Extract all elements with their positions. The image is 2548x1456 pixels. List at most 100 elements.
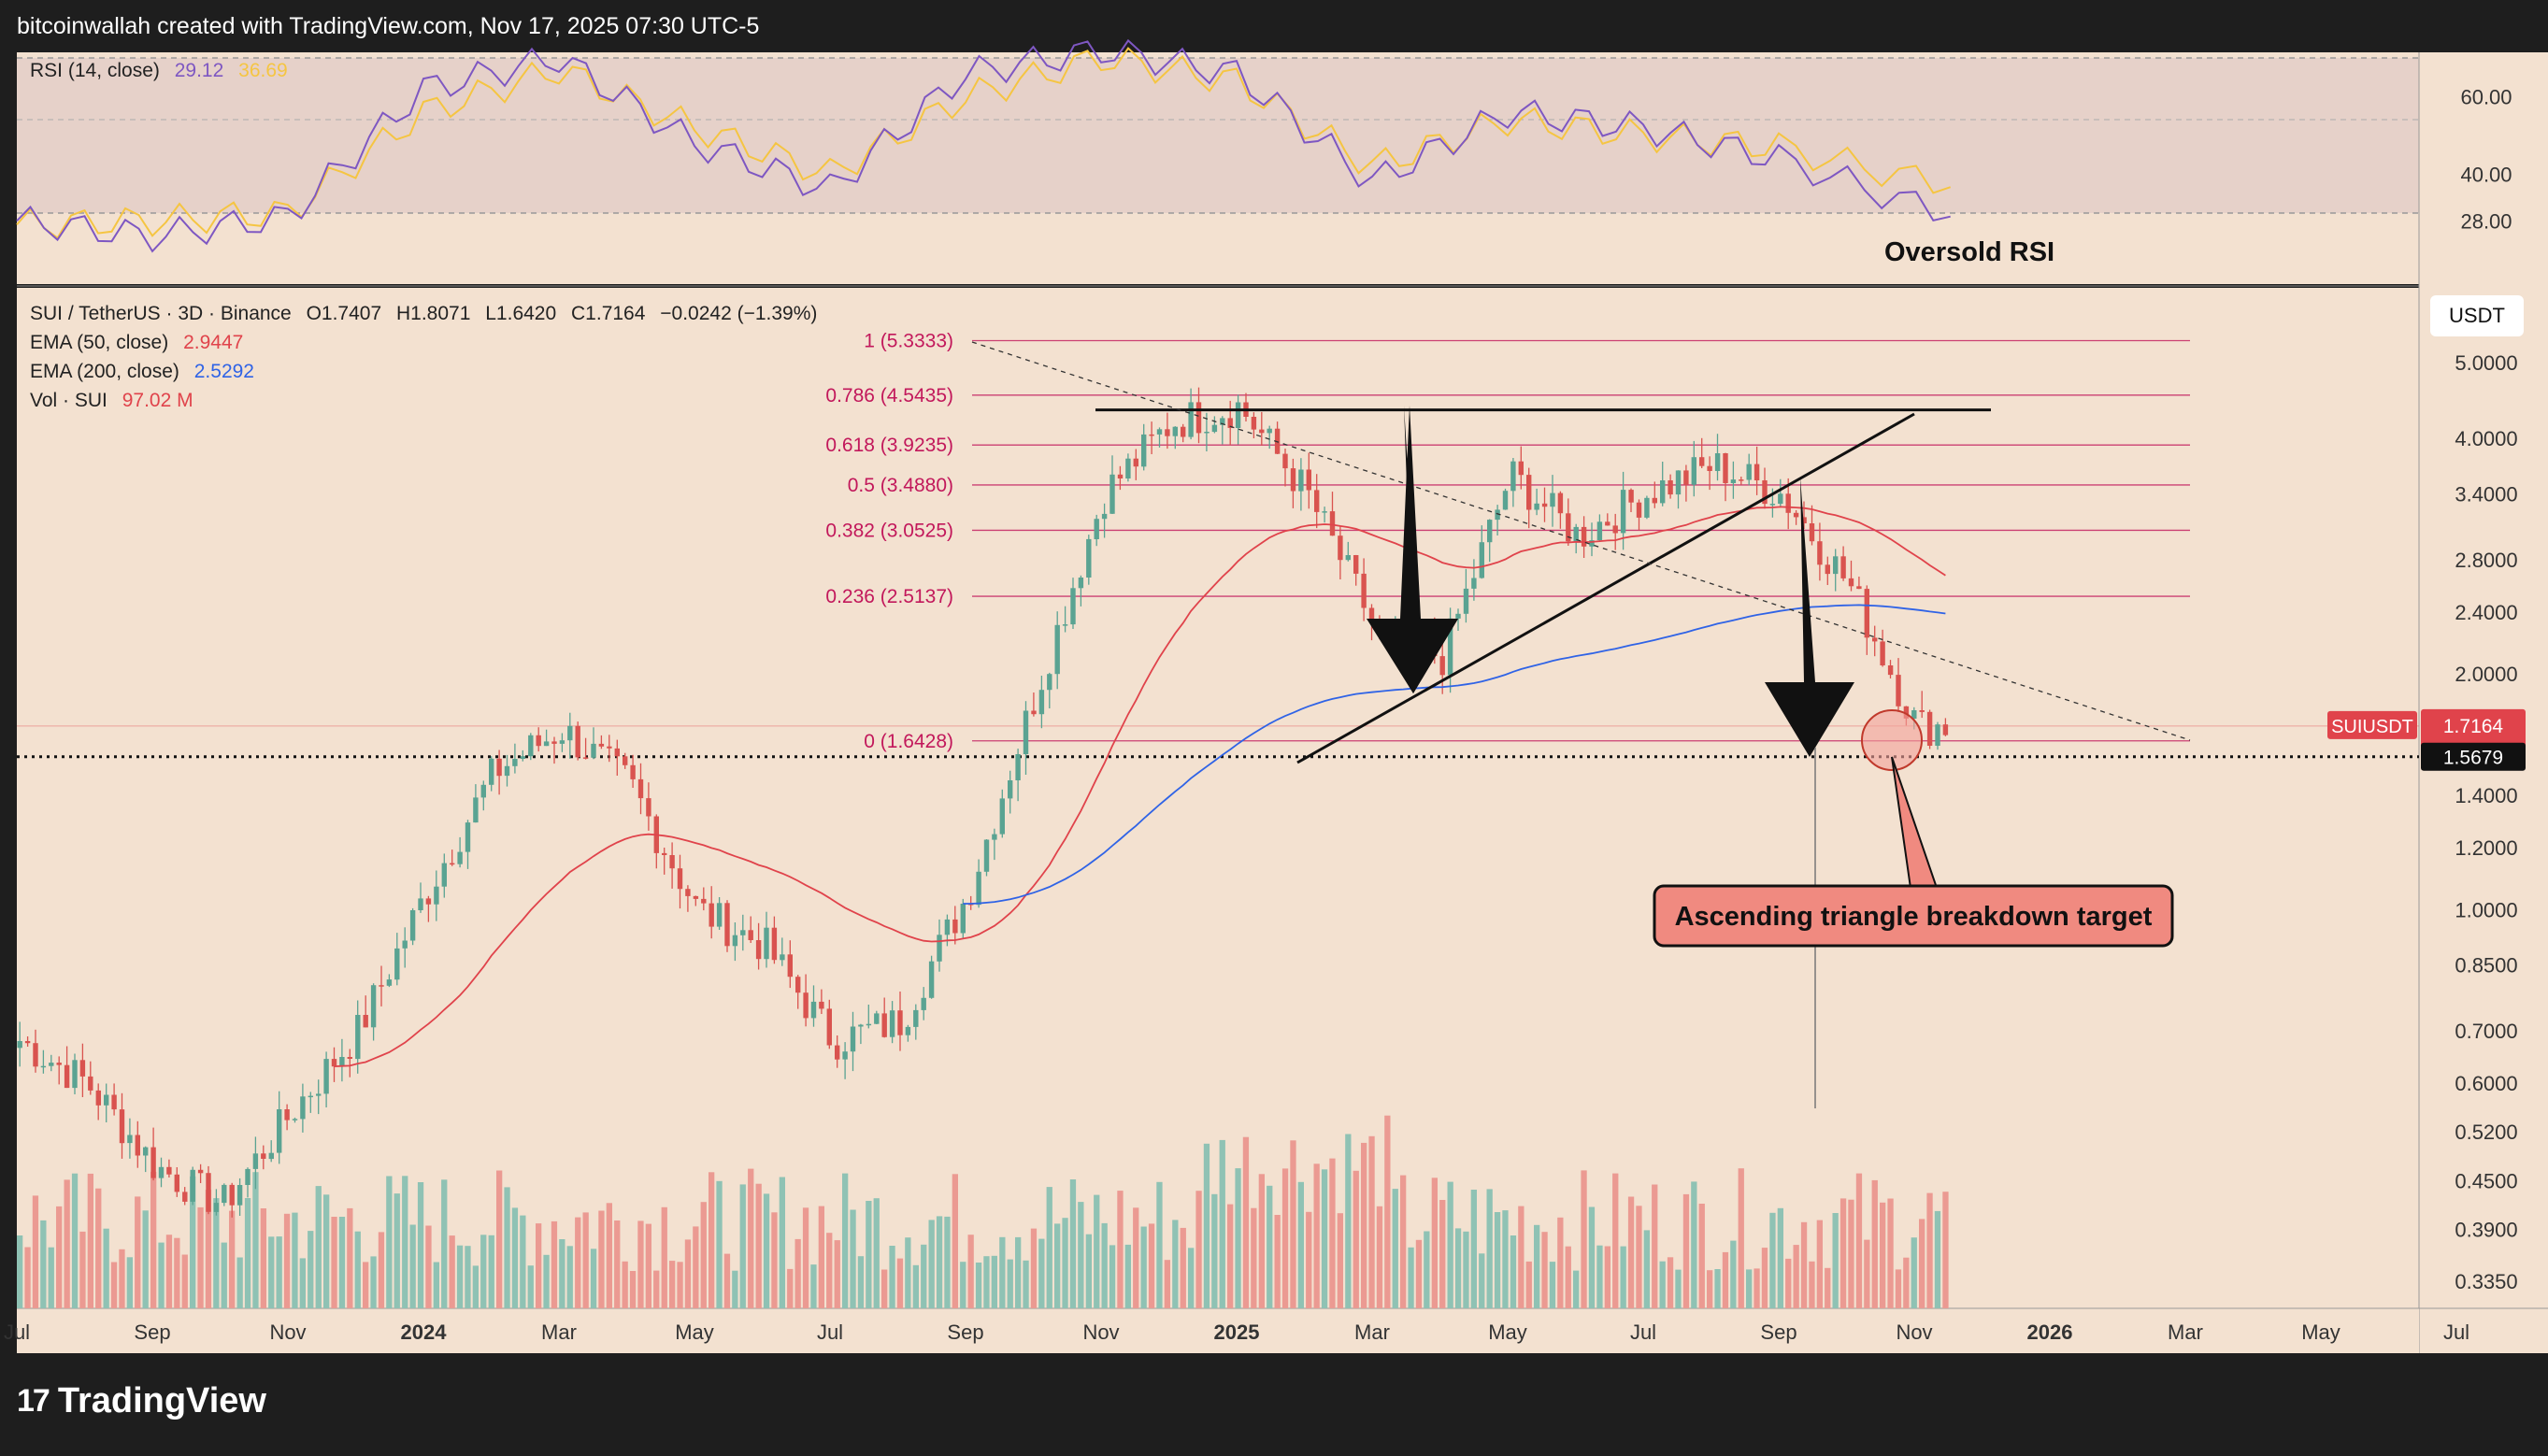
candle-body — [56, 1063, 62, 1065]
volume-bar — [1329, 1158, 1336, 1308]
tradingview-logo[interactable]: 17 TradingView — [17, 1381, 266, 1421]
candle-body — [551, 741, 557, 744]
volume-bar — [370, 1256, 377, 1308]
candle-body — [582, 757, 589, 759]
ema200-legend: EMA (200, close) 2.5292 — [30, 361, 264, 383]
candle-body — [764, 927, 769, 960]
volume-bar — [1682, 1193, 1690, 1308]
volume-bar — [771, 1212, 778, 1308]
candle-body — [323, 1059, 329, 1094]
rsi-tick-label: 40.00 — [2460, 164, 2512, 187]
volume-bar — [810, 1264, 817, 1308]
tradingview-mark-icon: 17 — [17, 1383, 50, 1419]
candle-body — [284, 1109, 290, 1121]
drawings-layer: Ascending triangle breakdown target — [971, 341, 2191, 1108]
volume-bar — [308, 1231, 314, 1308]
support-badge — [2421, 742, 2526, 771]
volume-bar — [912, 1264, 919, 1308]
candle-body — [630, 764, 636, 779]
candle-body — [598, 743, 605, 747]
currency-button[interactable]: USDT — [2430, 295, 2524, 336]
volume-bar — [386, 1176, 393, 1308]
candle-body — [835, 1045, 840, 1060]
volume-bar — [1510, 1235, 1517, 1308]
volume-bar — [677, 1262, 683, 1308]
candle-body — [1502, 491, 1509, 510]
footer — [0, 1353, 2548, 1456]
volume-bar — [1117, 1191, 1124, 1308]
volume-bar — [213, 1198, 220, 1308]
volume-bar — [1903, 1257, 1910, 1308]
volume-bar — [590, 1249, 597, 1308]
volume-bar — [1227, 1204, 1234, 1308]
candle-body — [1919, 710, 1925, 712]
volume-bar — [504, 1187, 510, 1308]
volume-bar — [1085, 1234, 1092, 1308]
volume-bar — [1156, 1181, 1163, 1308]
candle-body — [1227, 418, 1233, 428]
price-tick-label: 2.8000 — [2455, 549, 2517, 572]
axis-labels: 5.0000 4.0000 3.4000 2.8000 2.4000 2.0000 1.40… — [4, 351, 2526, 1344]
candle-body — [1290, 468, 1296, 492]
candle-body — [913, 1009, 919, 1027]
volume-bar — [787, 1268, 794, 1308]
volume-bar — [614, 1220, 621, 1308]
candle-body — [1094, 519, 1099, 539]
candle-body — [1935, 724, 1940, 746]
candle-body — [1550, 492, 1555, 507]
volume-bar — [1612, 1173, 1619, 1308]
volume-bar — [536, 1223, 542, 1308]
symbol-name: SUI / TetherUS · 3D · Binance — [30, 303, 292, 324]
candle-body — [111, 1094, 117, 1110]
volume-bar — [1384, 1115, 1391, 1308]
volume-bar — [1832, 1213, 1839, 1308]
candle-body — [614, 748, 620, 757]
volume-bar — [723, 1253, 731, 1308]
volume-bar — [229, 1210, 236, 1308]
candle-body — [1809, 523, 1815, 542]
volume-bar — [1714, 1269, 1721, 1308]
candle-body — [386, 979, 393, 986]
candle-body — [457, 851, 463, 864]
volume-bar — [739, 1184, 746, 1308]
candle-body — [1141, 434, 1147, 467]
volume-bar — [1140, 1226, 1147, 1308]
fib-level-label: 0.618 (3.9235) — [825, 435, 953, 456]
chart-canvas[interactable]: 1 (5.3333) 0.786 (4.5435) 0.618 (3.9235) 0.… — [0, 0, 2548, 1353]
volume-bar — [347, 1207, 353, 1308]
volume-bar — [1793, 1245, 1799, 1308]
volume-bar — [575, 1217, 581, 1308]
candle-body — [842, 1051, 848, 1060]
candle-body — [1926, 711, 1933, 746]
ohlc-change: −0.0242 (−1.39%) — [660, 303, 818, 324]
candle-body — [95, 1090, 101, 1106]
candle-body — [937, 935, 942, 962]
candle-body — [701, 898, 707, 904]
candle-body — [1840, 556, 1846, 578]
volume-bar — [1494, 1212, 1501, 1308]
fib-level-label: 0.382 (3.0525) — [825, 520, 953, 541]
candle-body — [370, 985, 377, 1028]
volume-bar — [32, 1195, 39, 1308]
volume-bar — [244, 1198, 251, 1308]
volume-bar — [1251, 1207, 1257, 1308]
time-tick-label: Jul — [1630, 1320, 1656, 1344]
volume-value: 97.02 M — [122, 390, 193, 411]
volume-bar — [449, 1235, 455, 1308]
candle-body — [944, 919, 951, 935]
volume-bar — [748, 1168, 754, 1308]
candle-body — [1015, 754, 1021, 780]
candle-body — [1101, 513, 1108, 520]
volume-bar — [158, 1242, 165, 1308]
volume-bar — [779, 1177, 785, 1308]
volume-bar — [409, 1224, 416, 1308]
volume-bar — [1926, 1192, 1933, 1308]
candle-body — [1872, 637, 1878, 642]
candle-body — [1896, 675, 1901, 707]
candle-body — [222, 1184, 227, 1204]
candle-body — [992, 834, 997, 840]
candle-body — [379, 985, 384, 987]
symbol-legend: SUI / TetherUS · 3D · Binance O1.7407 H1… — [30, 303, 826, 325]
candle-body — [1793, 512, 1799, 518]
volume-bar — [1313, 1163, 1320, 1308]
